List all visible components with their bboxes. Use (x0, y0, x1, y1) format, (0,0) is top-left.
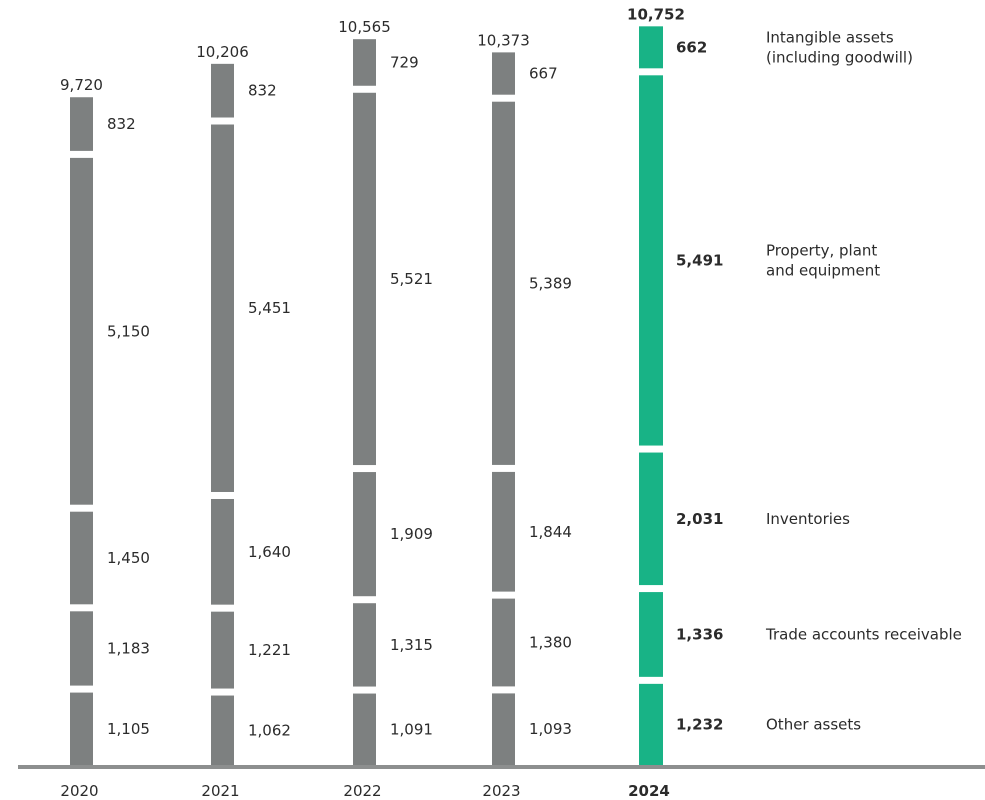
bar-2021-intangible-assets-including-goodwill (211, 63, 234, 118)
data-label-2020-intangible-assets-including-goodwill: 832 (107, 115, 136, 133)
total-label-2021: 10,206 (196, 43, 249, 61)
total-label-2023: 10,373 (477, 31, 530, 49)
data-label-2024-intangible-assets-including-goodwill: 662 (676, 38, 707, 56)
labels-group: 1,105 1,183 1,450 5,150 832 9,720 2020 1,062 1,2… (60, 5, 962, 800)
legend-label-trade-accounts-receivable: Trade accounts receivable (765, 625, 962, 643)
legend-label-property-plant-and-equipment-line-1: Property, plant (766, 241, 877, 259)
data-label-2020-trade-accounts-receivable: 1,183 (107, 639, 150, 657)
data-label-2020-property-plant-and-equipment: 5,150 (107, 322, 150, 340)
bar-2020-other-assets (70, 692, 93, 765)
bar-2024-other-assets (639, 683, 663, 765)
data-label-2023-intangible-assets-including-goodwill: 667 (529, 65, 558, 83)
total-label-2024: 10,752 (627, 5, 685, 23)
legend-label-intangible-assets-including-goodwill-line-2: (including goodwill) (766, 48, 913, 66)
data-label-2023-inventories: 1,844 (529, 523, 572, 541)
bars-group (70, 26, 663, 765)
bar-2023-other-assets (492, 693, 515, 765)
data-label-2023-other-assets: 1,093 (529, 720, 572, 738)
bar-2021-other-assets (211, 695, 234, 765)
total-label-2020: 9,720 (60, 76, 103, 94)
x-tick-label-2022: 2022 (343, 782, 381, 800)
bar-2022-other-assets (353, 693, 376, 765)
data-label-2022-intangible-assets-including-goodwill: 729 (390, 53, 419, 71)
bar-2023-intangible-assets-including-goodwill (492, 52, 515, 95)
bar-2020-intangible-assets-including-goodwill (70, 97, 93, 151)
bar-2023-inventories (492, 471, 515, 592)
data-label-2024-property-plant-and-equipment: 5,491 (676, 251, 723, 269)
x-tick-label-2020: 2020 (60, 782, 98, 800)
total-label-2022: 10,565 (338, 18, 391, 36)
data-label-2022-inventories: 1,909 (390, 525, 433, 543)
bar-2022-property-plant-and-equipment (353, 92, 376, 466)
bar-2022-inventories (353, 472, 376, 597)
bar-2021-property-plant-and-equipment (211, 124, 234, 492)
bar-2020-inventories (70, 511, 93, 605)
bar-2021-trade-accounts-receivable (211, 611, 234, 689)
data-label-2023-property-plant-and-equipment: 5,389 (529, 274, 572, 292)
bar-2023-trade-accounts-receivable (492, 598, 515, 687)
data-label-2022-other-assets: 1,091 (390, 720, 433, 738)
data-label-2020-other-assets: 1,105 (107, 720, 150, 738)
data-label-2024-other-assets: 1,232 (676, 715, 723, 733)
data-label-2021-other-assets: 1,062 (248, 721, 291, 739)
data-label-2021-trade-accounts-receivable: 1,221 (248, 641, 291, 659)
bar-2024-trade-accounts-receivable (639, 592, 663, 677)
data-label-2022-property-plant-and-equipment: 5,521 (390, 270, 433, 288)
legend-label-property-plant-and-equipment-line-2: and equipment (766, 261, 880, 279)
bar-2024-inventories (639, 452, 663, 586)
data-label-2021-intangible-assets-including-goodwill: 832 (248, 82, 277, 100)
bar-2021-inventories (211, 498, 234, 605)
bar-2020-trade-accounts-receivable (70, 611, 93, 686)
bar-2020-property-plant-and-equipment (70, 157, 93, 505)
legend-label-other-assets: Other assets (766, 715, 861, 733)
x-tick-label-2021: 2021 (201, 782, 239, 800)
bar-2022-trade-accounts-receivable (353, 603, 376, 687)
data-label-2020-inventories: 1,450 (107, 549, 150, 567)
bar-2024-intangible-assets-including-goodwill (639, 26, 663, 69)
data-label-2024-trade-accounts-receivable: 1,336 (676, 625, 723, 643)
data-label-2023-trade-accounts-receivable: 1,380 (529, 634, 572, 652)
data-label-2021-inventories: 1,640 (248, 543, 291, 561)
x-tick-label-2023: 2023 (482, 782, 520, 800)
bar-2023-property-plant-and-equipment (492, 101, 515, 465)
data-label-2022-trade-accounts-receivable: 1,315 (390, 636, 433, 654)
legend-label-inventories: Inventories (766, 510, 850, 528)
bar-2024-property-plant-and-equipment (639, 75, 663, 446)
bar-2022-intangible-assets-including-goodwill (353, 39, 376, 86)
legend-label-intangible-assets-including-goodwill-line-1: Intangible assets (766, 28, 894, 46)
data-label-2024-inventories: 2,031 (676, 510, 723, 528)
x-tick-label-2024: 2024 (628, 782, 670, 800)
data-label-2021-property-plant-and-equipment: 5,451 (248, 299, 291, 317)
